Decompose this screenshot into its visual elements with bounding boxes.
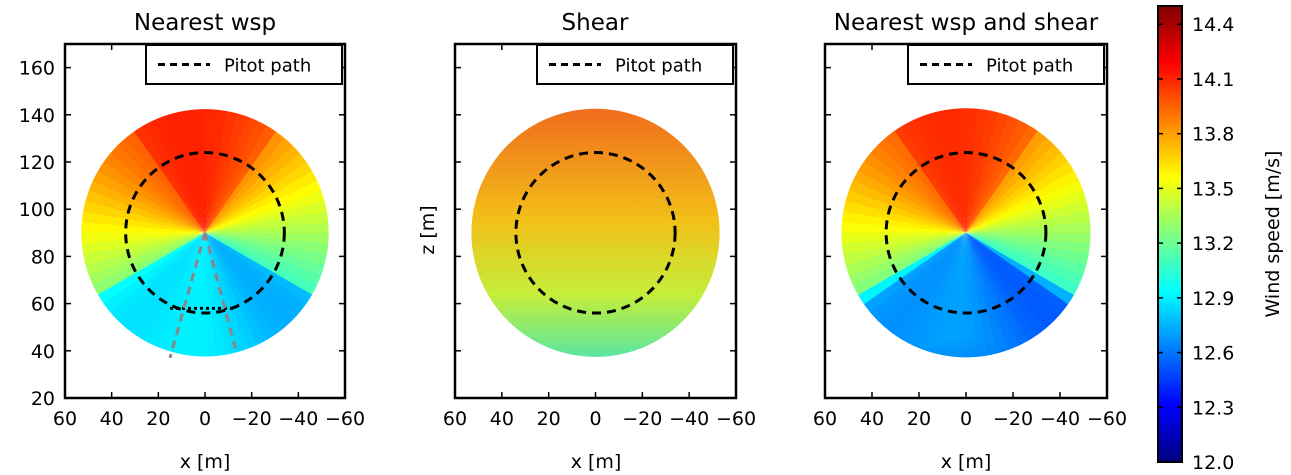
rotor-wedge [163,109,205,233]
legend-label: Pitot path [615,56,702,77]
rotor-wedge [205,191,329,233]
legend: Pitot path [145,44,343,85]
panel-title: Nearest wsp [134,10,276,36]
rotor-wedge [841,232,966,261]
x-tick-label: −60 [716,408,756,430]
x-axis-label: x [m] [571,451,622,473]
panel-nearest-wsp-and-shear: Nearest wsp and shear 60 40 20 0 −20 −40 −60 x… [813,10,1127,473]
legend-label: Pitot path [224,56,311,77]
y-tick-label: 60 [31,294,55,316]
x-axis-label: x [m] [941,451,992,473]
x-tick-labels: 60 40 20 0 −20 −40 −60 [443,44,756,430]
y-tick-label: 20 [31,388,55,410]
colorbar-tick-label: 12.6 [1192,343,1234,365]
colorbar-tick-label: 12.9 [1192,288,1234,310]
x-tick-label: 0 [960,408,972,430]
x-tick-label: −40 [1040,408,1080,430]
colorbar-tick-labels: 12.0 12.3 12.6 12.9 13.2 13.5 13.8 14.1 14.4 [1158,14,1234,474]
y-tick-labels [825,66,1107,399]
pitot-path-circle [514,151,677,315]
rotor-wedge [205,232,247,357]
x-axis-label: x [m] [180,451,231,473]
x-tick-label: 0 [589,408,601,430]
rotor-wedge [162,232,205,357]
legend-box [536,44,734,85]
x-tick-label: 60 [53,408,77,430]
rotor-disc [81,109,329,359]
rotor-disc [471,108,720,357]
x-tick-labels: 60 40 20 0 −20 −40 −60 [53,44,365,430]
x-tick-labels: 60 40 20 0 −20 −40 −60 [813,44,1127,430]
rotor-wedge [205,109,248,233]
rotor-wedge [924,108,966,233]
x-tick-label: 20 [537,408,561,430]
y-tick-label: 140 [19,105,55,127]
rotor-disc-fill [471,108,720,357]
colorbar: 12.0 12.3 12.6 12.9 13.2 13.5 13.8 14.1 14.4 Win… [1157,5,1284,474]
rotor-wedge [937,108,966,233]
x-tick-label: −60 [1087,408,1127,430]
rotor-wedge [966,204,1091,233]
y-tick-label: 80 [31,246,55,268]
rotor-wedge [966,108,1009,233]
x-tick-label: −20 [232,408,272,430]
x-tick-label: 40 [860,408,884,430]
colorbar-tick-label: 13.8 [1192,124,1234,146]
rotor-wedge [205,218,329,234]
y-tick-label: 40 [31,341,55,363]
legend-label: Pitot path [986,56,1073,77]
rotor-wedge [204,232,220,357]
x-tick-label: 20 [907,408,931,430]
panel-shear: Shear 60 40 20 0 −20 −40 −60 x [m] z [m] Pitot… [417,10,756,473]
y-tick-labels: 20 40 60 80 100 120 140 160 [19,58,345,410]
rotor-wedge [966,190,1091,233]
panel-nearest-wsp: Nearest wsp 60 40 20 0 −20 −40 −60 20 40 60 80 100… [19,10,365,473]
rotor-wedge [841,232,966,275]
x-tick-label: 60 [443,408,467,430]
rotor-wedge [81,190,205,233]
y-tick-label: 160 [19,58,55,80]
legend-box [145,44,343,85]
y-tick-label: 100 [19,199,55,221]
x-tick-label: 40 [490,408,514,430]
grey-dashed-line [168,232,207,359]
rotor-wedge [966,232,1091,276]
colorbar-tick-label: 12.0 [1192,452,1234,474]
panel-title: Nearest wsp and shear [834,10,1099,36]
colorbar-label: Wind speed [m/s] [1262,151,1284,318]
rotor-wedge [205,204,329,233]
x-tick-label: −40 [669,408,709,430]
x-tick-label: 60 [813,408,837,430]
legend-box [907,44,1105,85]
pitot-path-circle [884,151,1048,315]
x-tick-label: 20 [146,408,170,430]
legend: Pitot path [907,44,1105,85]
rotor-shear-overlay [866,257,1066,358]
rotor-wedge [841,190,966,233]
x-tick-label: 40 [100,408,124,430]
pitot-path-circle [124,151,286,315]
rotor-wedge [81,232,205,261]
colorbar-tick-label: 13.2 [1192,233,1234,255]
colorbar-tick-label: 12.3 [1192,397,1234,419]
x-tick-label: −60 [325,408,365,430]
x-tick-label: −20 [622,408,662,430]
rotor-wedge [951,108,967,233]
colorbar-tick-label: 13.5 [1192,178,1234,200]
y-tick-label: 120 [19,152,55,174]
rotor-wedge [81,232,205,275]
grey-dashed-line [203,232,237,349]
panel-title: Shear [562,10,629,36]
rotor-wedge [205,232,329,276]
colorbar-tick-label: 14.1 [1192,69,1234,91]
x-tick-label: −20 [993,408,1033,430]
colorbar-gradient [1157,5,1183,463]
legend: Pitot path [536,44,734,85]
x-tick-label: −40 [278,408,318,430]
y-axis-label: z [m] [417,205,439,254]
colorbar-tick-label: 14.4 [1192,14,1234,36]
x-tick-label: 0 [199,408,211,430]
